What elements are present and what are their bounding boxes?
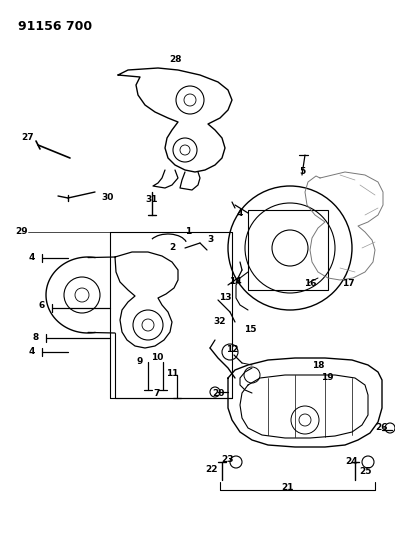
Text: 24: 24 xyxy=(346,457,358,466)
Text: 18: 18 xyxy=(312,360,324,369)
Text: 31: 31 xyxy=(146,196,158,205)
Text: 6: 6 xyxy=(39,302,45,311)
Text: 23: 23 xyxy=(222,456,234,464)
Text: 25: 25 xyxy=(359,467,371,477)
Text: 8: 8 xyxy=(33,333,39,342)
Text: 4: 4 xyxy=(29,346,35,356)
Text: 11: 11 xyxy=(166,368,178,377)
Bar xyxy=(248,210,328,290)
Text: 4: 4 xyxy=(29,253,35,262)
Text: 28: 28 xyxy=(169,55,181,64)
Text: 17: 17 xyxy=(342,279,354,287)
Text: 12: 12 xyxy=(226,345,238,354)
Text: 7: 7 xyxy=(154,389,160,398)
Text: 3: 3 xyxy=(207,236,213,245)
Text: 19: 19 xyxy=(321,374,333,383)
Text: 1: 1 xyxy=(185,228,191,237)
Text: 27: 27 xyxy=(22,133,34,141)
Text: 32: 32 xyxy=(214,318,226,327)
Text: 4: 4 xyxy=(237,208,243,217)
Text: 2: 2 xyxy=(169,244,175,253)
Text: 91156 700: 91156 700 xyxy=(18,20,92,33)
Text: 5: 5 xyxy=(299,167,305,176)
Text: 22: 22 xyxy=(206,465,218,474)
Text: 30: 30 xyxy=(102,192,114,201)
Text: 13: 13 xyxy=(219,293,231,302)
Text: 20: 20 xyxy=(212,389,224,398)
Text: 21: 21 xyxy=(282,482,294,491)
Text: 9: 9 xyxy=(137,358,143,367)
Text: 15: 15 xyxy=(244,326,256,335)
Text: 16: 16 xyxy=(304,279,316,287)
Text: 10: 10 xyxy=(151,353,163,362)
Text: 29: 29 xyxy=(16,228,28,237)
Text: 14: 14 xyxy=(229,278,241,287)
Text: 26: 26 xyxy=(376,424,388,432)
